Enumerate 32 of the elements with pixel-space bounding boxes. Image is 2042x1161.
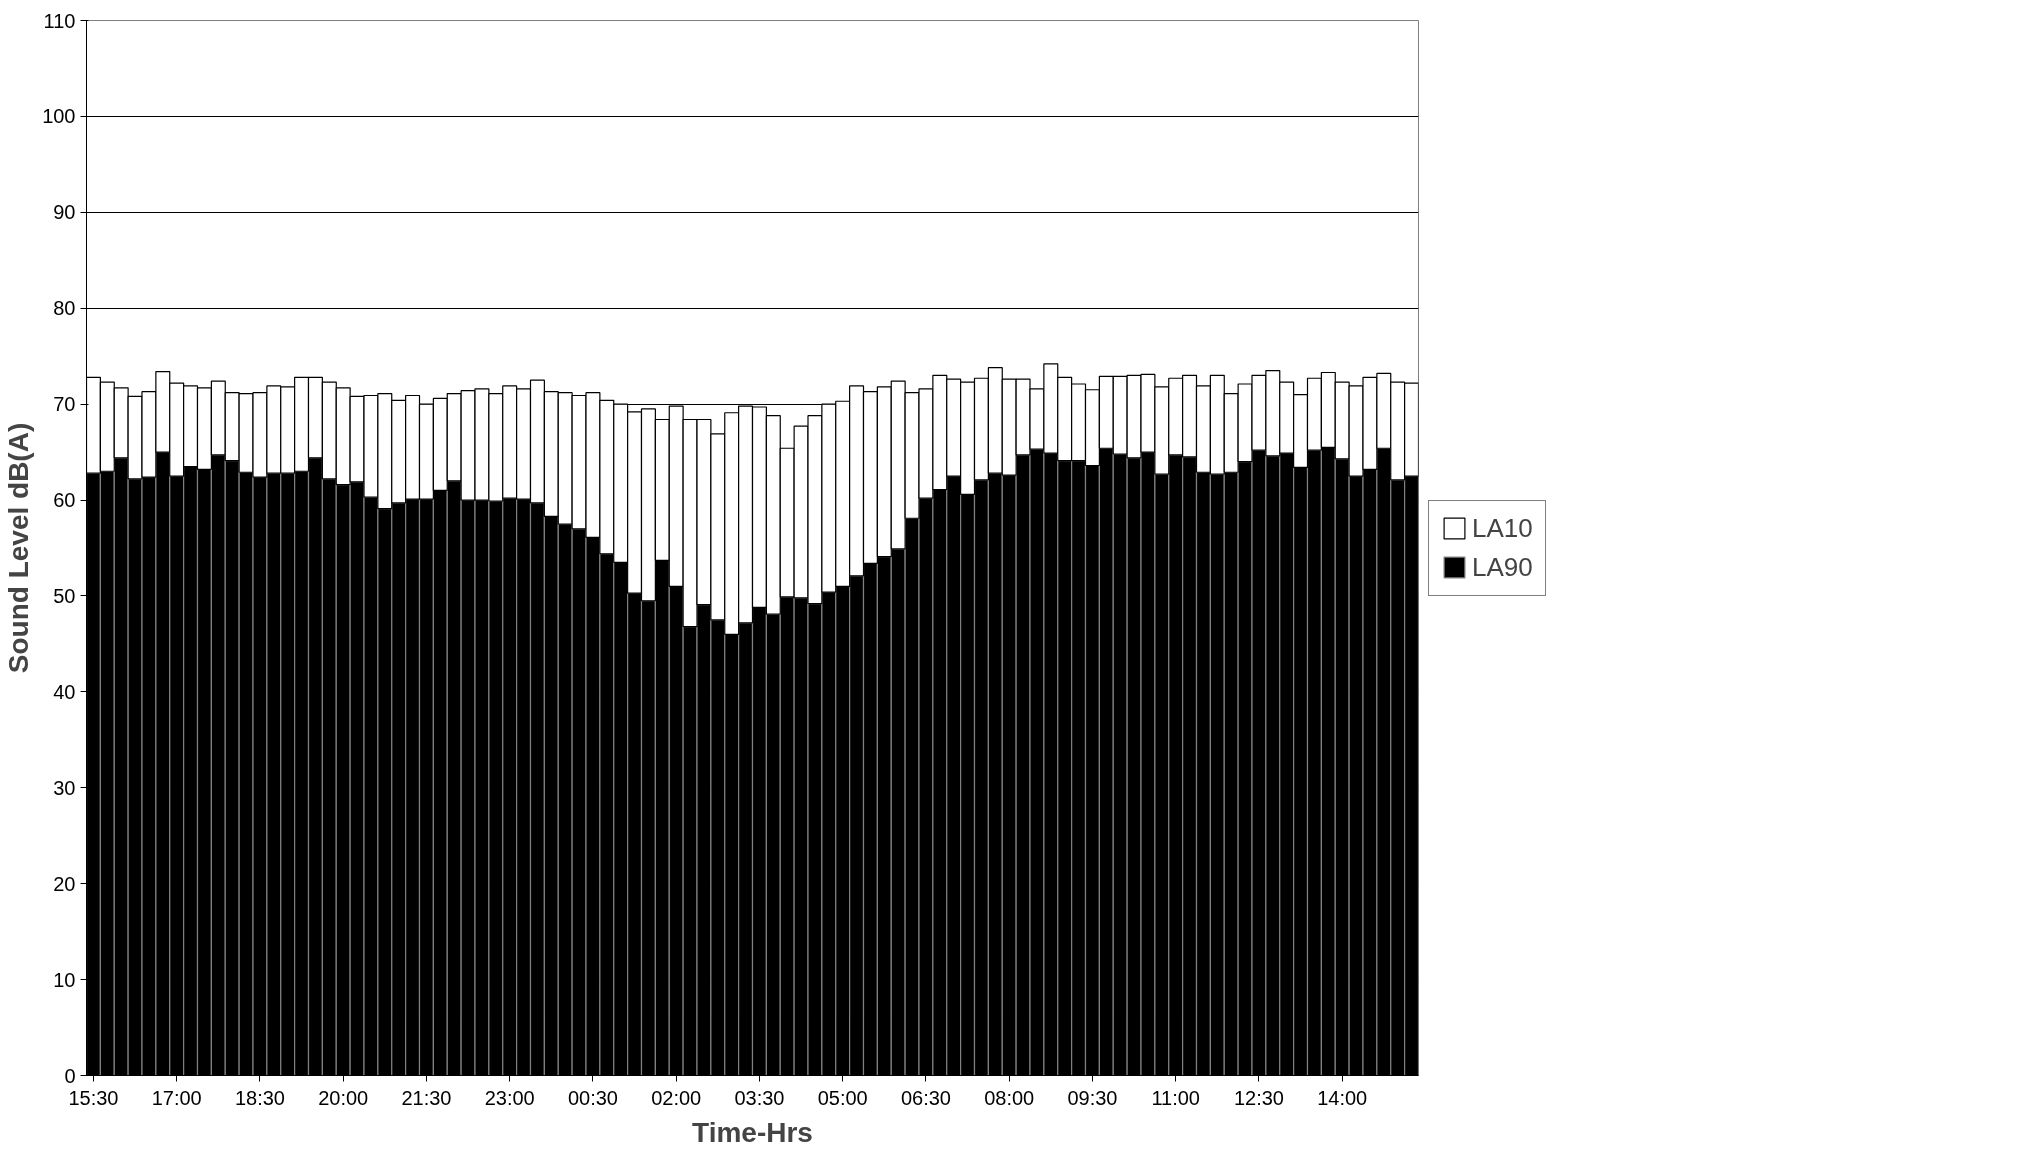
x-tick-label: 23:00 <box>484 1086 535 1109</box>
x-tick-label: 00:30 <box>567 1086 618 1109</box>
x-tick-label: 05:00 <box>817 1086 868 1109</box>
y-tick-label: 60 <box>53 489 76 512</box>
x-tick-label: 14:00 <box>1317 1086 1368 1109</box>
x-tick-label: 15:30 <box>68 1086 119 1109</box>
x-tick-label: 12:30 <box>1233 1086 1284 1109</box>
y-tick-label: 100 <box>42 105 76 128</box>
y-axis-title: Sound Level dB(A) <box>3 422 35 674</box>
x-tick-label: 02:00 <box>651 1086 702 1109</box>
y-tick-label: 70 <box>53 393 76 416</box>
legend-label: LA90 <box>1472 551 1533 583</box>
y-tick-label: 90 <box>53 201 76 224</box>
x-tick-label: 09:30 <box>1067 1086 1118 1109</box>
y-tick-label: 110 <box>43 9 76 32</box>
y-tick-label: 0 <box>64 1064 76 1087</box>
legend-label: LA10 <box>1472 512 1533 544</box>
x-tick-label: 20:00 <box>318 1086 369 1109</box>
x-tick-label: 11:00 <box>1151 1086 1200 1109</box>
x-axis-title: Time-Hrs <box>692 1116 813 1148</box>
y-tick-label: 10 <box>53 968 76 991</box>
x-tick-label: 17:00 <box>151 1086 202 1109</box>
y-tick-label: 50 <box>53 584 76 607</box>
x-tick-label: 21:30 <box>401 1086 452 1109</box>
y-tick-label: 20 <box>53 872 76 895</box>
x-tick-label: 03:30 <box>734 1086 785 1109</box>
y-tick-label: 40 <box>53 680 76 703</box>
x-tick-label: 18:30 <box>234 1086 285 1109</box>
y-tick-label: 80 <box>53 297 76 320</box>
x-tick-label: 06:30 <box>900 1086 951 1109</box>
x-tick-label: 08:00 <box>984 1086 1035 1109</box>
y-tick-label: 30 <box>53 776 76 799</box>
